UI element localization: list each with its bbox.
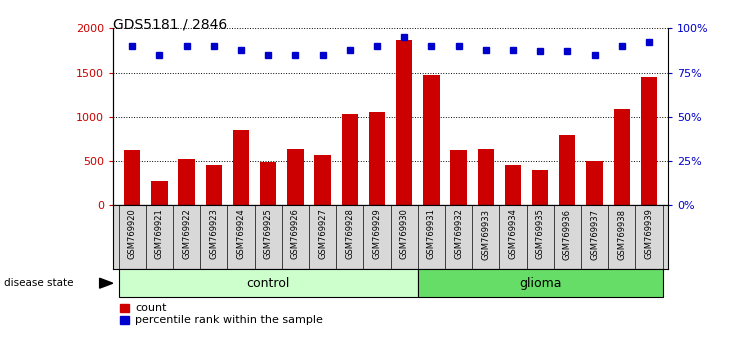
Bar bbox=[559, 135, 575, 205]
Text: GSM769922: GSM769922 bbox=[182, 209, 191, 259]
Text: GSM769928: GSM769928 bbox=[345, 209, 354, 259]
Bar bbox=[315, 155, 331, 205]
Text: GSM769920: GSM769920 bbox=[128, 209, 137, 259]
Text: GSM769934: GSM769934 bbox=[508, 209, 518, 259]
Bar bbox=[151, 181, 168, 205]
Bar bbox=[423, 75, 439, 205]
Bar bbox=[287, 149, 304, 205]
Text: glioma: glioma bbox=[519, 277, 561, 290]
Text: GSM769923: GSM769923 bbox=[210, 209, 218, 259]
Text: GSM769933: GSM769933 bbox=[481, 209, 491, 259]
Text: GSM769925: GSM769925 bbox=[264, 209, 273, 259]
Bar bbox=[641, 77, 657, 205]
Text: GSM769930: GSM769930 bbox=[399, 209, 409, 259]
Text: count: count bbox=[135, 303, 166, 313]
Bar bbox=[124, 149, 140, 205]
Text: GSM769936: GSM769936 bbox=[563, 209, 572, 259]
Text: GSM769938: GSM769938 bbox=[618, 209, 626, 259]
Text: GDS5181 / 2846: GDS5181 / 2846 bbox=[113, 18, 228, 32]
Bar bbox=[233, 130, 249, 205]
Bar bbox=[206, 165, 222, 205]
Bar bbox=[477, 149, 494, 205]
Text: GSM769924: GSM769924 bbox=[237, 209, 245, 259]
Text: percentile rank within the sample: percentile rank within the sample bbox=[135, 315, 323, 325]
Text: GSM769931: GSM769931 bbox=[427, 209, 436, 259]
Text: GSM769939: GSM769939 bbox=[645, 209, 653, 259]
Bar bbox=[532, 170, 548, 205]
Text: GSM769921: GSM769921 bbox=[155, 209, 164, 259]
Bar bbox=[369, 112, 385, 205]
Bar bbox=[260, 162, 277, 205]
Bar bbox=[342, 114, 358, 205]
Bar bbox=[613, 109, 630, 205]
Text: control: control bbox=[247, 277, 290, 290]
Bar bbox=[396, 40, 412, 205]
Text: GSM769926: GSM769926 bbox=[291, 209, 300, 259]
Text: disease state: disease state bbox=[4, 278, 73, 288]
Bar bbox=[178, 159, 195, 205]
Text: GSM769937: GSM769937 bbox=[590, 209, 599, 259]
Bar bbox=[586, 161, 603, 205]
Text: GSM769932: GSM769932 bbox=[454, 209, 463, 259]
Bar bbox=[450, 149, 466, 205]
Text: GSM769927: GSM769927 bbox=[318, 209, 327, 259]
Bar bbox=[504, 165, 521, 205]
Text: GSM769929: GSM769929 bbox=[372, 209, 382, 259]
Text: GSM769935: GSM769935 bbox=[536, 209, 545, 259]
